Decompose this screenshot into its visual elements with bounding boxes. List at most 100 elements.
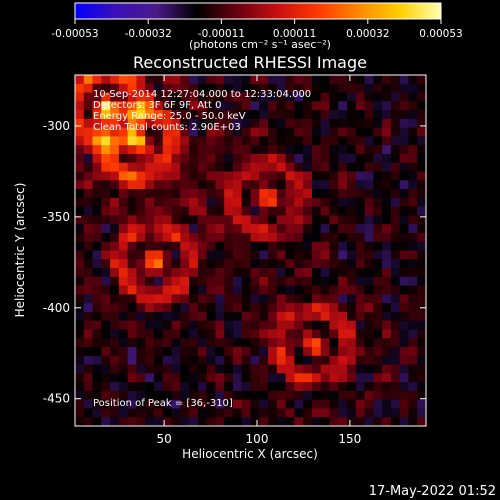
heatmap-cell [311, 136, 322, 146]
heatmap-cell [268, 390, 278, 401]
heatmap-cell [127, 364, 138, 374]
heatmap-cell [136, 338, 146, 348]
heatmap-cell [215, 390, 225, 401]
heatmap-cell [83, 101, 94, 111]
heatmap-cell [355, 347, 366, 357]
heatmap-cell [276, 320, 287, 331]
heatmap-cell [145, 180, 155, 190]
heatmap-cell [110, 399, 120, 410]
heatmap-cell [101, 320, 111, 331]
heatmap-cell [153, 259, 164, 269]
heatmap-cell [390, 118, 401, 129]
heatmap-cell [110, 110, 120, 120]
heatmap-cell [285, 136, 295, 146]
heatmap-cell [162, 224, 173, 234]
heatmap-cell [127, 224, 138, 234]
heatmap-cell [390, 171, 401, 181]
heatmap-cell [83, 390, 94, 401]
heatmap-cell [136, 206, 146, 217]
heatmap-cell [355, 408, 366, 418]
heatmap-cell [110, 232, 120, 243]
heatmap-cell [232, 294, 243, 304]
heatmap-cell [268, 189, 278, 199]
heatmap-cell [320, 92, 331, 102]
heatmap-cell [162, 162, 173, 173]
heatmap-cell [232, 101, 243, 111]
heatmap-cell [145, 75, 155, 85]
heatmap-cell [320, 101, 331, 111]
heatmap-cell [110, 162, 120, 173]
heatmap-cell [101, 268, 111, 278]
heatmap-cell [250, 189, 260, 199]
heatmap-cell [171, 320, 181, 331]
heatmap-cell [215, 364, 225, 374]
heatmap-cell [347, 153, 357, 164]
heatmap-cell [355, 101, 366, 111]
heatmap-cell [241, 153, 252, 164]
heatmap-cell [399, 364, 410, 374]
heatmap-cell [276, 101, 287, 111]
heatmap-cell [162, 303, 173, 313]
heatmap-cell [75, 276, 85, 287]
heatmap-cell [127, 75, 138, 85]
heatmap-cell [285, 206, 295, 217]
y-axis-label: Heliocentric Y (arcsec) [13, 183, 27, 318]
heatmap-cell [399, 232, 410, 243]
heatmap-cell [145, 347, 155, 357]
heatmap-cell [329, 197, 339, 208]
heatmap-cell [399, 399, 410, 410]
heatmap-cell [171, 276, 181, 287]
heatmap-cell [311, 153, 322, 164]
heatmap-cell [294, 382, 304, 392]
heatmap-cell [320, 390, 331, 401]
heatmap-cell [83, 294, 94, 304]
heatmap-cell [92, 110, 102, 120]
heatmap-cell [162, 101, 173, 111]
heatmap-cell [294, 268, 304, 278]
heatmap-cell [285, 399, 295, 410]
heatmap-cell [294, 355, 304, 366]
heatmap-cell [329, 399, 339, 410]
heatmap-cell [250, 224, 260, 234]
heatmap-cell [171, 171, 181, 181]
heatmap-cell [338, 189, 348, 199]
heatmap-cell [408, 355, 418, 366]
heatmap-cell [373, 276, 383, 287]
heatmap-cell [355, 215, 366, 225]
heatmap-cell [311, 338, 322, 348]
heatmap-cell [373, 259, 383, 269]
heatmap-cell [347, 268, 357, 278]
heatmap-cell [390, 399, 401, 410]
heatmap-cell [110, 241, 120, 252]
heatmap-cell [259, 285, 269, 295]
heatmap-cell [153, 118, 164, 129]
heatmap-cell [189, 110, 199, 120]
heatmap-cell [232, 224, 243, 234]
heatmap-cell [294, 320, 304, 331]
heatmap-cell [189, 232, 199, 243]
heatmap-cell [259, 399, 269, 410]
heatmap-cell [232, 399, 243, 410]
heatmap-cell [294, 127, 304, 138]
heatmap-cell [127, 189, 138, 199]
heatmap-cell [303, 320, 313, 331]
heatmap-cell [75, 83, 85, 94]
heatmap-cell [145, 153, 155, 164]
heatmap-cell [189, 364, 199, 374]
heatmap-cell [320, 399, 331, 410]
heatmap-cell [259, 373, 269, 383]
heatmap-cell [118, 162, 129, 173]
heatmap-cell [171, 136, 181, 146]
heatmap-cell [311, 390, 322, 401]
heatmap-cell [285, 232, 295, 243]
heatmap-cell [197, 197, 208, 208]
heatmap-cell [75, 180, 85, 190]
heatmap-cell [303, 241, 313, 252]
heatmap-cell [75, 75, 85, 85]
heatmap-cell [118, 347, 129, 357]
heatmap-cell [153, 83, 164, 94]
heatmap-cell [355, 171, 366, 181]
heatmap-cell [136, 382, 146, 392]
heatmap-cell [259, 101, 269, 111]
heatmap-cell [189, 75, 199, 85]
